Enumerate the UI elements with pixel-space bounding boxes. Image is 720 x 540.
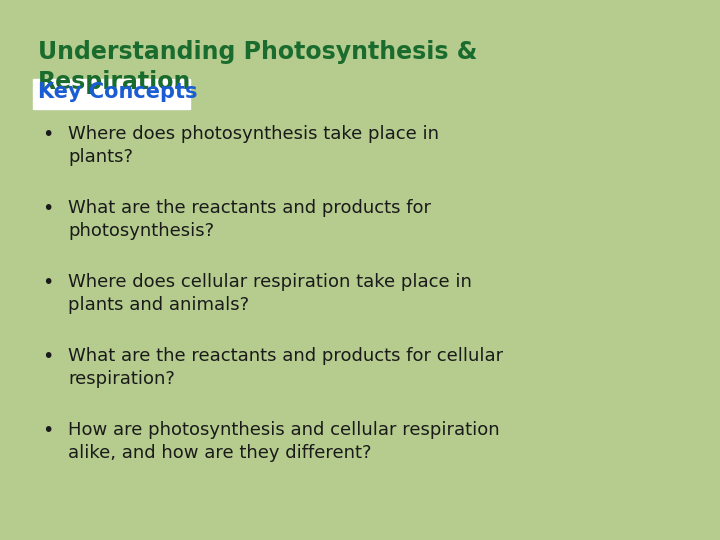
Text: •: • [42,199,53,218]
Text: What are the reactants and products for
photosynthesis?: What are the reactants and products for … [68,199,431,240]
Text: Respiration: Respiration [38,70,192,94]
Text: Where does cellular respiration take place in
plants and animals?: Where does cellular respiration take pla… [68,273,472,314]
Text: Where does photosynthesis take place in
plants?: Where does photosynthesis take place in … [68,125,439,166]
Text: •: • [42,347,53,366]
Text: •: • [42,421,53,440]
Text: How are photosynthesis and cellular respiration
alike, and how are they differen: How are photosynthesis and cellular resp… [68,421,500,462]
Text: Understanding Photosynthesis &: Understanding Photosynthesis & [38,40,477,64]
FancyBboxPatch shape [33,79,190,109]
Text: •: • [42,273,53,292]
Text: Key Concepts: Key Concepts [38,82,197,102]
Text: •: • [42,125,53,144]
Text: What are the reactants and products for cellular
respiration?: What are the reactants and products for … [68,347,503,388]
